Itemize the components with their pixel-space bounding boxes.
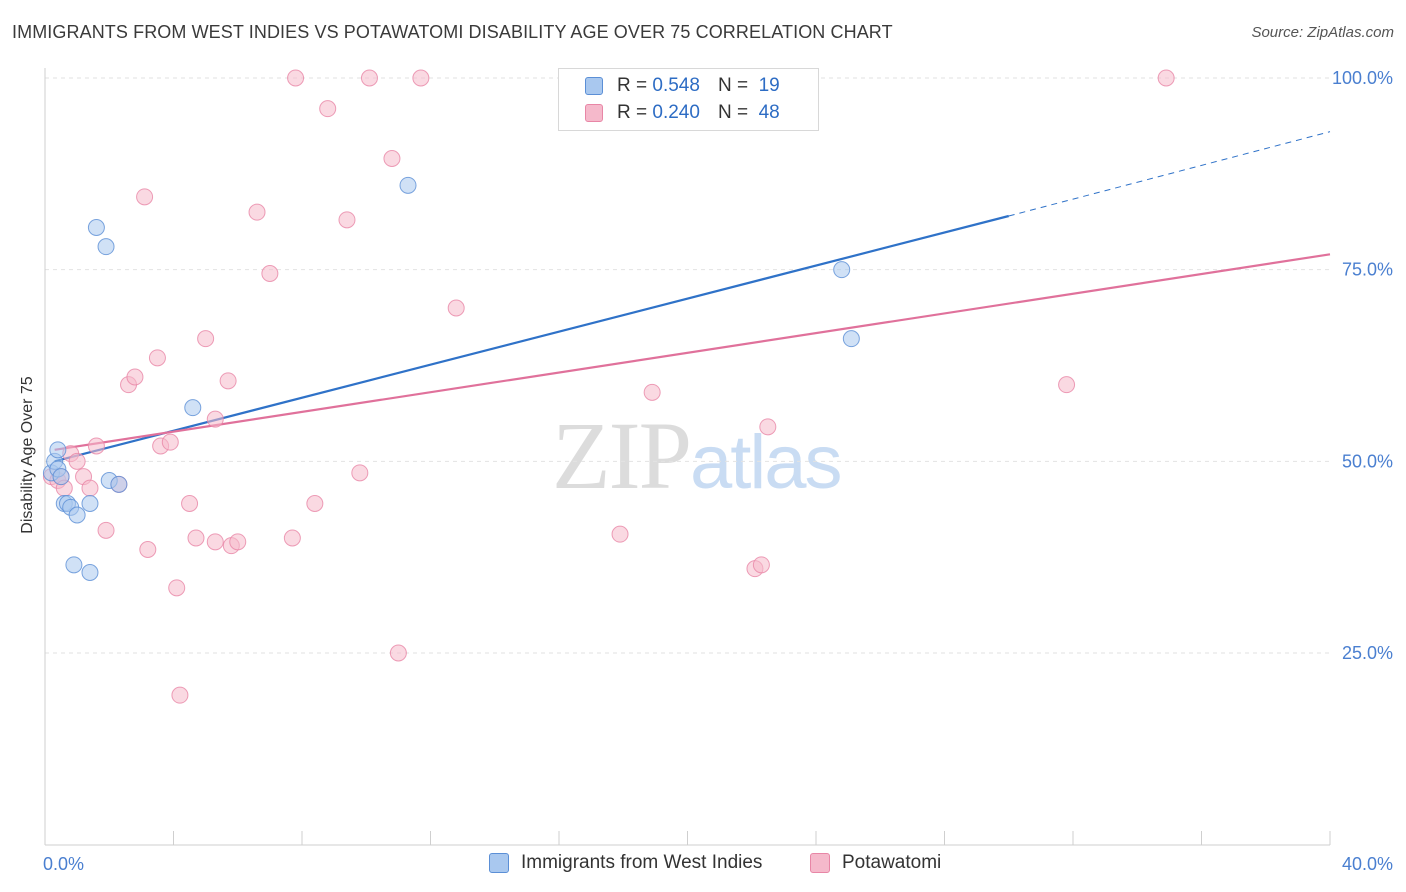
trend-layer (54, 131, 1331, 463)
series-swatch-west-indies (489, 853, 509, 873)
data-point-potawatomi (383, 150, 401, 167)
data-point-potawatomi (287, 69, 305, 87)
data-point-west-indies (399, 176, 417, 194)
data-point-potawatomi (81, 479, 99, 497)
legend-r-value: 0.548 (652, 75, 700, 96)
trend-extension-west-indies (1008, 131, 1331, 217)
legend-row-potawatomi: R = 0.240 N = 48 (585, 101, 780, 125)
data-point-potawatomi (351, 464, 369, 482)
legend-row-west-indies: R = 0.548 N = 19 (585, 74, 780, 98)
series-legend: Immigrants from West Indies Potawatomi (0, 852, 1406, 878)
grid-layer (45, 77, 1330, 654)
data-point-west-indies (68, 506, 86, 524)
legend-n-value: 48 (758, 102, 780, 123)
data-point-potawatomi (1058, 376, 1076, 394)
data-point-west-indies (49, 441, 67, 459)
data-point-potawatomi (759, 418, 777, 436)
series-legend-west-indies: Immigrants from West Indies (489, 852, 762, 874)
legend-swatch-potawatomi (585, 104, 603, 122)
data-point-west-indies (842, 330, 860, 348)
watermark-zip: ZIP (552, 402, 692, 509)
trend-line-potawatomi (54, 253, 1331, 451)
data-point-potawatomi (319, 100, 337, 118)
series-swatch-potawatomi (810, 853, 830, 873)
legend-r-label: R = (617, 75, 648, 96)
legend-n-value: 19 (758, 75, 780, 96)
data-point-west-indies (81, 495, 99, 512)
data-point-potawatomi (197, 330, 215, 348)
correlation-legend: R = 0.548 N = 19 R = 0.240 N = 48 (558, 68, 819, 131)
y-tick-label: 75.0% (1342, 260, 1393, 280)
legend-n-label: N = (717, 102, 749, 123)
data-point-potawatomi (187, 529, 205, 547)
data-point-west-indies (87, 219, 105, 236)
data-point-west-indies (52, 468, 70, 486)
data-point-west-indies (97, 238, 115, 256)
x-tick-label: 0.0% (43, 854, 84, 874)
data-point-potawatomi (338, 211, 356, 229)
point-layer (42, 69, 1175, 704)
data-point-potawatomi (248, 203, 266, 221)
data-point-potawatomi (219, 372, 237, 390)
data-point-west-indies (65, 556, 83, 574)
legend-r-value: 0.240 (652, 102, 700, 123)
data-point-potawatomi (412, 69, 430, 87)
data-point-potawatomi (360, 69, 378, 87)
data-point-potawatomi (97, 521, 115, 539)
tick-label-layer: 25.0% 50.0% 75.0% 100.0% 0.0% 40.0% (43, 68, 1393, 874)
series-legend-label: Potawatomi (842, 852, 942, 873)
legend-n-label: N = (717, 75, 749, 96)
data-point-potawatomi (139, 541, 157, 558)
data-point-potawatomi (168, 579, 186, 597)
data-point-west-indies (81, 564, 99, 581)
watermark: ZIPatlas (552, 400, 843, 511)
data-point-potawatomi (752, 556, 770, 574)
data-point-potawatomi (229, 533, 247, 551)
data-point-potawatomi (171, 686, 189, 704)
legend-r-label: R = (617, 102, 648, 123)
data-point-potawatomi (1157, 69, 1175, 87)
source-credit: Source: ZipAtlas.com (1251, 24, 1394, 41)
data-point-potawatomi (148, 349, 166, 367)
series-legend-label: Immigrants from West Indies (521, 852, 763, 873)
y-tick-label: 25.0% (1342, 643, 1393, 663)
data-point-potawatomi (126, 368, 144, 386)
data-point-west-indies (184, 399, 202, 417)
data-point-potawatomi (389, 644, 407, 662)
series-legend-potawatomi: Potawatomi (810, 852, 941, 874)
data-point-potawatomi (643, 383, 661, 401)
chart-title: IMMIGRANTS FROM WEST INDIES VS POTAWATOM… (12, 22, 893, 42)
y-tick-label: 100.0% (1332, 68, 1393, 88)
data-point-potawatomi (206, 410, 224, 428)
legend-swatch-west-indies (585, 77, 603, 95)
x-tick-label: 40.0% (1342, 854, 1393, 874)
data-point-potawatomi (68, 452, 86, 470)
data-point-potawatomi (87, 437, 105, 455)
data-point-potawatomi (306, 495, 324, 512)
data-point-potawatomi (206, 533, 224, 551)
data-point-potawatomi (136, 188, 154, 206)
axis-layer (44, 68, 1331, 846)
data-point-potawatomi (447, 299, 465, 317)
y-tick-label: 50.0% (1342, 451, 1393, 471)
data-point-potawatomi (283, 529, 301, 547)
data-point-potawatomi (161, 433, 179, 451)
data-point-west-indies (110, 475, 128, 493)
data-point-potawatomi (261, 265, 279, 282)
data-point-potawatomi (611, 525, 629, 543)
data-point-west-indies (833, 261, 851, 279)
data-point-potawatomi (181, 495, 199, 512)
